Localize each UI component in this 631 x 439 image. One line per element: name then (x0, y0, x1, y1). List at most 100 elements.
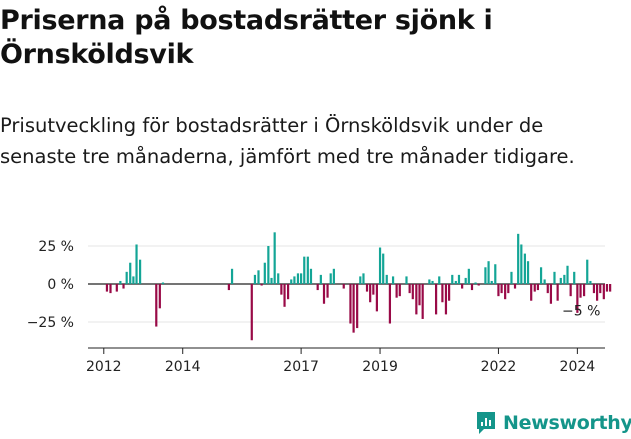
bar (444, 284, 448, 315)
bar (510, 271, 513, 284)
bar (135, 244, 138, 284)
bar (260, 284, 263, 286)
bar (280, 284, 283, 295)
bar (395, 284, 398, 298)
bar (454, 280, 457, 284)
bar (300, 273, 303, 284)
bar (253, 274, 257, 284)
bar (461, 284, 464, 289)
bar (359, 276, 362, 284)
bar (421, 284, 424, 319)
bar (586, 259, 589, 284)
bar (365, 284, 369, 292)
bar (539, 267, 543, 284)
bar (129, 262, 132, 284)
bar (549, 284, 553, 304)
bar (504, 284, 507, 300)
bar-chart: 25 % 0 % −25 % 2012 2014 2017 2019 2022 2024 −5… (27, 232, 612, 375)
newsworthy-logo: Newsworthy (475, 409, 631, 437)
bar (319, 274, 322, 284)
bar (477, 284, 480, 286)
bar (356, 284, 359, 329)
bar (329, 273, 332, 284)
x-tick-label: 2012 (86, 359, 122, 375)
bar (474, 282, 477, 284)
bar (349, 284, 352, 324)
bars (105, 232, 612, 341)
bar (309, 268, 313, 284)
bar (484, 267, 487, 284)
y-tick-label: 0 % (47, 277, 74, 293)
bar (441, 284, 444, 303)
bar (494, 264, 497, 284)
bar (122, 284, 125, 289)
bar (457, 274, 461, 284)
bar (372, 284, 375, 295)
bar (599, 284, 602, 294)
bar (125, 271, 128, 284)
bar (497, 284, 500, 297)
bar (589, 280, 592, 284)
bar (602, 284, 605, 300)
bar (559, 277, 562, 284)
bar (556, 284, 559, 301)
bar (543, 279, 546, 284)
bar (316, 284, 319, 291)
bar (530, 284, 533, 301)
bar (520, 244, 523, 284)
chart-title: Priserna på bostadsrätter sjönk i Örnskö… (0, 5, 493, 70)
y-axis: 25 % 0 % −25 % (27, 239, 74, 331)
x-tick-label: 2014 (165, 359, 201, 375)
x-tick-label: 2017 (283, 359, 319, 375)
bar (388, 284, 392, 324)
chart-subtitle: Prisutveckling för bostadsrätter i Örnsk… (0, 114, 575, 168)
bar (546, 284, 549, 294)
bar (286, 284, 290, 300)
x-tick-label: 2019 (362, 359, 398, 375)
bar (470, 284, 474, 291)
bar (378, 247, 382, 284)
bar (573, 271, 576, 284)
bar (523, 253, 526, 284)
bar (296, 273, 300, 284)
bar (579, 284, 582, 298)
bar (434, 284, 438, 315)
bar (536, 284, 540, 291)
bar (448, 284, 451, 301)
bar (411, 284, 414, 300)
newsworthy-icon (477, 412, 495, 434)
bar (303, 256, 306, 284)
bar (428, 279, 431, 284)
bar (270, 277, 273, 284)
bar (161, 282, 165, 284)
bar (385, 274, 388, 284)
bar (415, 284, 418, 315)
bar (431, 280, 434, 284)
bar (566, 265, 569, 284)
bar (132, 276, 135, 284)
bar (342, 284, 345, 289)
bar (277, 273, 280, 284)
bar (405, 276, 408, 284)
bar (362, 273, 365, 284)
bar (326, 284, 329, 298)
bar (230, 268, 234, 284)
bar (569, 284, 572, 297)
bar (155, 284, 158, 327)
bar (487, 261, 490, 284)
bar (273, 232, 276, 284)
bar (451, 274, 454, 284)
bar (576, 284, 579, 313)
bar (592, 284, 596, 294)
bar (605, 284, 609, 292)
bar (553, 271, 556, 284)
bar (582, 284, 586, 297)
bar (263, 262, 266, 284)
brand-name: Newsworthy (503, 412, 631, 434)
bar (418, 284, 421, 306)
bar (391, 276, 395, 284)
bar (375, 284, 378, 312)
bar (438, 276, 441, 284)
bar (109, 284, 112, 294)
bar (283, 284, 286, 307)
